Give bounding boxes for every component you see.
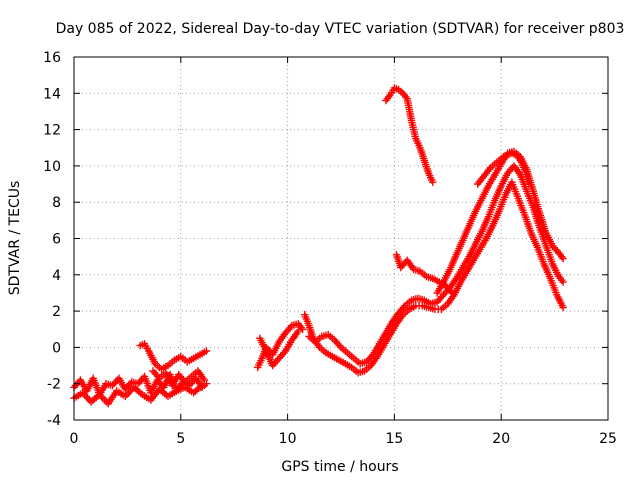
data-point-marker bbox=[200, 376, 208, 384]
chart-title: Day 085 of 2022, Sidereal Day-to-day VTE… bbox=[56, 21, 625, 37]
x-tick-label: 0 bbox=[70, 431, 79, 447]
y-tick-labels: -4 -2 0 2 4 6 8 10 12 14 16 bbox=[43, 50, 61, 429]
y-tick-label: 4 bbox=[52, 268, 61, 284]
series-seg-g bbox=[301, 178, 567, 377]
data-point-marker bbox=[198, 381, 206, 390]
data-points bbox=[70, 84, 567, 408]
y-tick-label: 0 bbox=[52, 340, 61, 356]
x-tick-labels: 0 5 10 15 20 25 bbox=[70, 431, 617, 447]
y-tick-label: 6 bbox=[52, 232, 61, 248]
x-tick-label: 5 bbox=[176, 431, 185, 447]
data-point-marker bbox=[294, 327, 302, 335]
data-point-marker bbox=[525, 180, 533, 188]
y-axis-label: SDTVAR / TECUs bbox=[7, 181, 23, 296]
x-axis-label: GPS time / hours bbox=[281, 459, 398, 475]
data-point-marker bbox=[559, 254, 567, 263]
data-point-marker bbox=[202, 347, 211, 355]
y-tick-label: 16 bbox=[43, 50, 61, 66]
series-seg-k bbox=[392, 251, 456, 297]
series-seg-l bbox=[382, 84, 437, 186]
series-seg-b bbox=[70, 381, 206, 408]
x-tick-label: 15 bbox=[385, 431, 403, 447]
series-seg-j bbox=[474, 149, 533, 188]
series-seg-c bbox=[136, 340, 211, 373]
series-seg-f bbox=[256, 327, 302, 370]
series-seg-d bbox=[149, 367, 208, 390]
y-tick-label: 14 bbox=[43, 86, 61, 102]
data-point-marker bbox=[559, 303, 567, 312]
y-tick-label: -4 bbox=[47, 413, 61, 429]
axis-ticks bbox=[73, 56, 609, 421]
y-tick-label: 12 bbox=[43, 123, 61, 139]
data-point-marker bbox=[559, 278, 567, 286]
y-tick-label: -2 bbox=[47, 377, 61, 393]
data-point-marker bbox=[448, 289, 456, 297]
y-tick-label: 2 bbox=[52, 304, 61, 320]
series-seg-h bbox=[305, 162, 567, 368]
x-tick-label: 20 bbox=[492, 431, 510, 447]
series-seg-e bbox=[254, 320, 307, 372]
data-point-marker bbox=[429, 178, 437, 186]
x-tick-label: 10 bbox=[279, 431, 297, 447]
y-tick-label: 10 bbox=[43, 159, 61, 175]
y-tick-label: 8 bbox=[52, 195, 61, 211]
data-point-marker bbox=[298, 325, 307, 333]
x-tick-label: 25 bbox=[599, 431, 617, 447]
